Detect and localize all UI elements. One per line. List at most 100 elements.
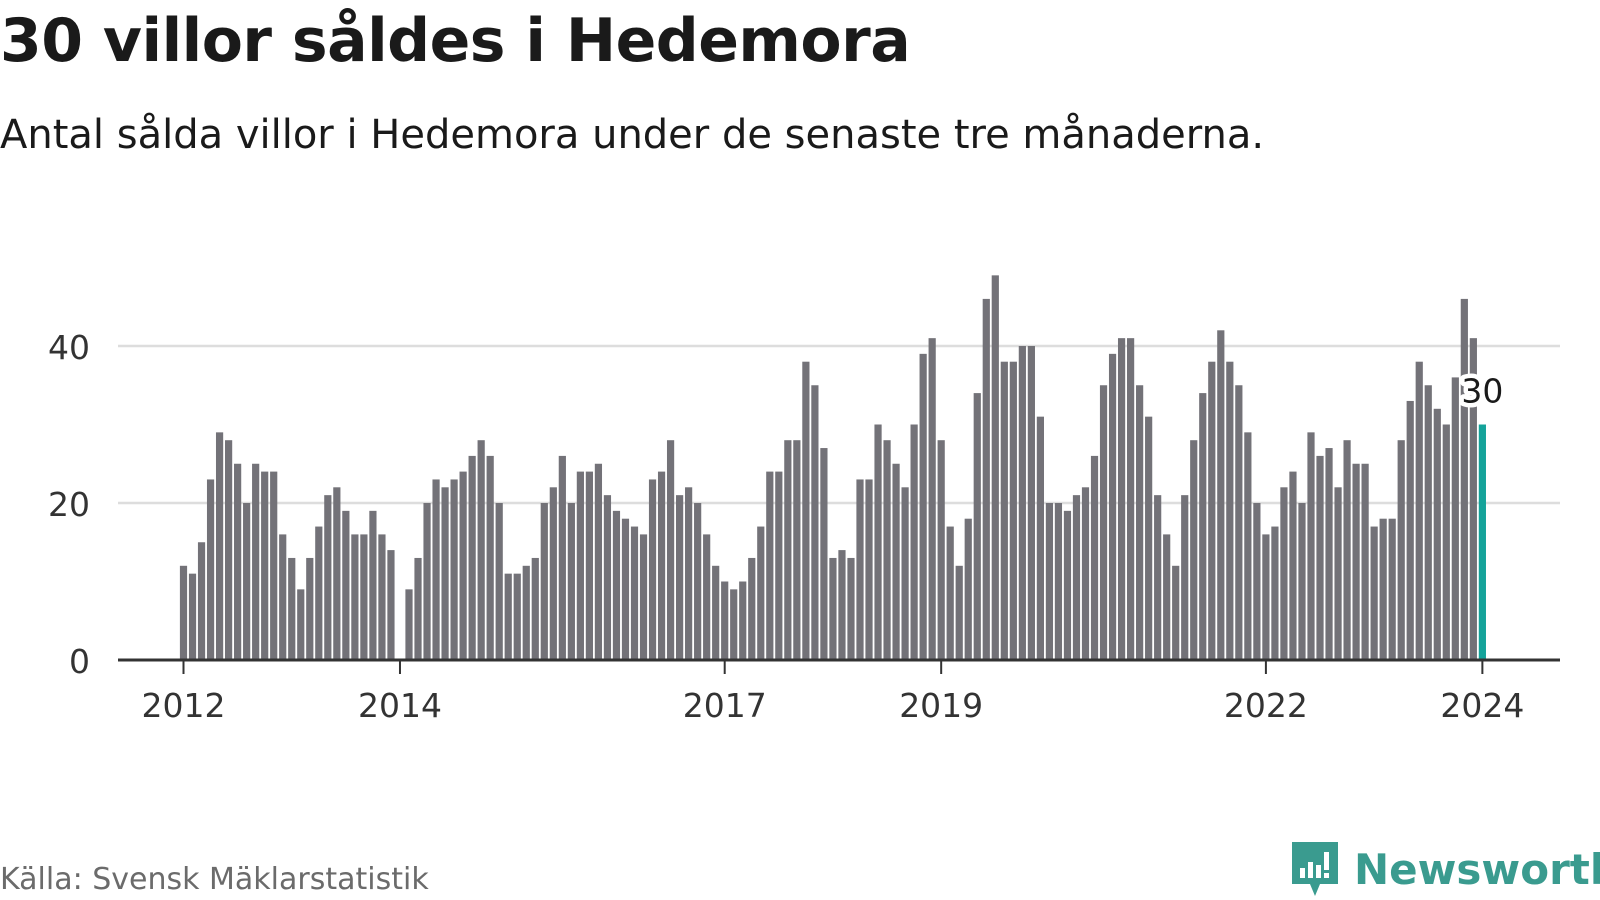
highlight-label-halo: 30	[1461, 372, 1503, 411]
bar	[360, 534, 368, 660]
bar	[333, 487, 341, 660]
bar	[261, 471, 269, 660]
bar	[1370, 526, 1378, 660]
bar	[603, 495, 612, 660]
bar	[206, 479, 215, 660]
bar	[1072, 495, 1081, 660]
bar	[991, 275, 999, 660]
bar	[784, 440, 792, 660]
bar	[288, 557, 296, 660]
bar	[450, 479, 458, 660]
bar	[1090, 455, 1099, 660]
bar	[1217, 330, 1225, 660]
bar	[892, 463, 900, 660]
bar	[739, 581, 747, 660]
bar	[919, 353, 927, 660]
bar	[1361, 463, 1369, 660]
bar	[964, 518, 972, 660]
bar	[648, 479, 657, 660]
bar	[1045, 503, 1054, 660]
bar	[1244, 432, 1252, 660]
bar	[1099, 385, 1108, 660]
bar	[1199, 393, 1207, 660]
bar	[1136, 385, 1144, 660]
bar	[811, 385, 819, 660]
bar	[558, 455, 566, 660]
bar	[1406, 400, 1414, 660]
bar	[594, 463, 603, 660]
bar	[1127, 338, 1135, 660]
bar	[856, 479, 864, 660]
bar	[802, 361, 810, 660]
bar	[982, 298, 990, 660]
bar	[387, 550, 395, 660]
bar	[793, 440, 801, 660]
bar	[279, 534, 287, 660]
bar	[342, 510, 350, 660]
bar	[946, 526, 954, 660]
bar	[179, 565, 188, 660]
bar	[1379, 518, 1387, 660]
bar	[252, 463, 260, 660]
bar	[1469, 338, 1477, 660]
bar	[666, 440, 675, 660]
bar	[730, 589, 738, 660]
brand-logo: Newsworthy	[1290, 840, 1600, 898]
bar	[829, 557, 837, 660]
bar	[315, 526, 323, 660]
bar	[847, 557, 855, 660]
bar	[694, 503, 702, 660]
chart-subtitle: Antal sålda villor i Hedemora under de s…	[0, 112, 1265, 158]
bar	[432, 479, 440, 660]
bar	[243, 503, 251, 660]
bar	[1280, 487, 1288, 660]
bar	[1460, 298, 1468, 660]
bar	[748, 557, 756, 660]
bar	[576, 471, 584, 660]
bar	[1172, 565, 1180, 660]
bar	[1081, 487, 1090, 660]
bar	[1027, 346, 1035, 660]
bar	[270, 471, 278, 660]
x-tick-label: 2019	[899, 686, 983, 725]
bar	[639, 534, 648, 660]
bar	[504, 573, 512, 660]
chart-title: 30 villor såldes i Hedemora	[0, 6, 911, 76]
x-tick-label: 2024	[1440, 686, 1524, 725]
bar	[1271, 526, 1279, 660]
bar	[378, 534, 386, 660]
bar	[1018, 346, 1026, 660]
bar	[1415, 361, 1423, 660]
x-tick-label: 2014	[358, 686, 442, 725]
y-tick-label: 20	[48, 485, 90, 524]
bar-series	[179, 275, 1486, 660]
bar	[901, 487, 909, 660]
bar	[685, 487, 693, 660]
bar	[973, 393, 981, 660]
bar	[1181, 495, 1189, 660]
bar	[883, 440, 891, 660]
bar	[820, 448, 828, 660]
y-tick-label: 40	[48, 328, 90, 367]
bar	[874, 424, 882, 660]
bar	[495, 503, 503, 660]
bar	[513, 573, 521, 660]
bar	[612, 510, 621, 660]
bar	[1262, 534, 1270, 660]
bar	[1235, 385, 1243, 660]
bar	[1343, 440, 1351, 660]
bar	[630, 526, 639, 660]
bar	[522, 565, 530, 660]
bar	[955, 565, 963, 660]
bar	[549, 487, 557, 660]
bar	[215, 432, 224, 660]
bar	[766, 471, 774, 660]
y-tick-label: 0	[69, 642, 90, 681]
bar	[468, 455, 476, 660]
bar	[1253, 503, 1261, 660]
bar	[1298, 503, 1306, 660]
bar	[865, 479, 873, 660]
bar	[585, 471, 593, 660]
bar	[306, 557, 314, 660]
